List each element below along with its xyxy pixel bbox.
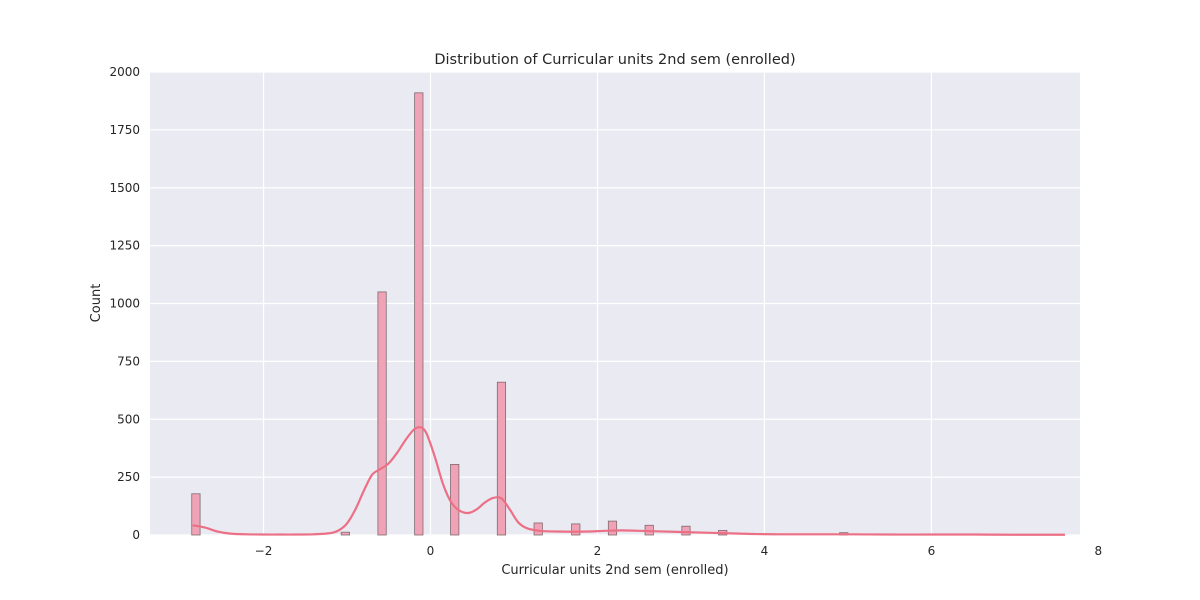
y-tick-label: 1500 bbox=[109, 181, 140, 195]
y-tick-label: 2000 bbox=[109, 65, 140, 79]
y-axis-ticks: 0 250 500 750 1000 1250 1500 1750 2000 bbox=[109, 65, 140, 542]
y-tick-label: 250 bbox=[117, 470, 140, 484]
y-tick-label: 500 bbox=[117, 412, 140, 426]
histogram-bar bbox=[450, 463, 460, 536]
x-tick-label: 4 bbox=[761, 544, 769, 558]
y-tick-label: 1000 bbox=[109, 297, 140, 311]
x-tick-label: 6 bbox=[928, 544, 936, 558]
histogram-bar bbox=[414, 92, 424, 536]
y-axis-label: Count bbox=[89, 284, 104, 323]
grid-lines bbox=[150, 71, 1099, 536]
histogram-bar bbox=[496, 381, 507, 536]
histogram-bar bbox=[571, 523, 581, 536]
y-tick-label: 0 bbox=[132, 528, 140, 542]
x-tick-label: 0 bbox=[427, 544, 435, 558]
histogram-bar bbox=[191, 493, 201, 536]
histogram-bar bbox=[533, 522, 543, 536]
y-tick-label: 750 bbox=[117, 354, 140, 368]
x-axis-label: Curricular units 2nd sem (enrolled) bbox=[501, 563, 728, 578]
x-tick-label: −2 bbox=[255, 544, 273, 558]
x-tick-label: 2 bbox=[594, 544, 602, 558]
x-axis-ticks: −2 0 2 4 6 8 bbox=[255, 544, 1103, 558]
histogram-bar bbox=[681, 525, 691, 536]
chart-title: Distribution of Curricular units 2nd sem… bbox=[434, 52, 795, 68]
y-tick-label: 1250 bbox=[109, 239, 140, 253]
kde-curve bbox=[192, 426, 1065, 536]
histogram-bar bbox=[340, 531, 350, 536]
x-tick-label: 8 bbox=[1095, 544, 1103, 558]
histogram-bar bbox=[607, 520, 618, 536]
histogram-bars bbox=[191, 92, 924, 536]
histogram-bar bbox=[377, 291, 387, 536]
y-tick-label: 1750 bbox=[109, 123, 140, 137]
